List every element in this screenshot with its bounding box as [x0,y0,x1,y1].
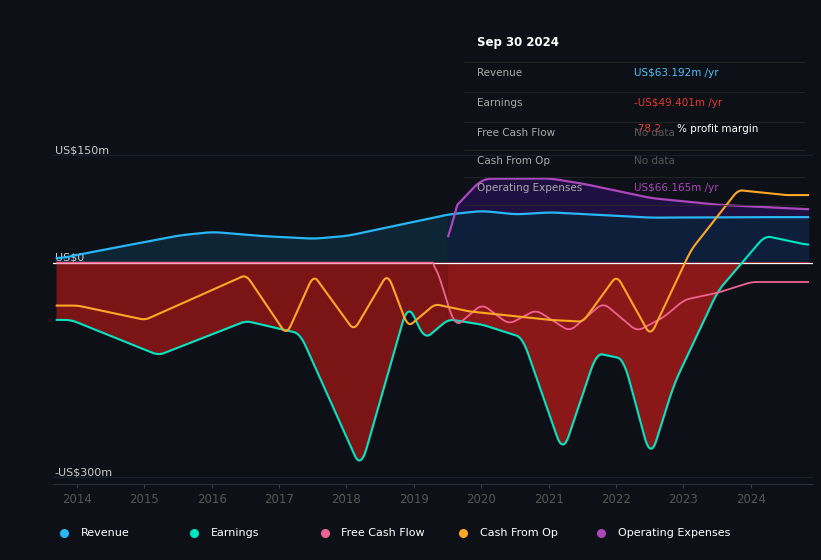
Text: -US$300m: -US$300m [55,467,113,477]
Text: No data: No data [635,156,675,166]
Text: US$150m: US$150m [55,146,109,155]
Text: US$63.192m /yr: US$63.192m /yr [635,68,719,78]
Text: Sep 30 2024: Sep 30 2024 [478,36,559,49]
Text: Cash From Op: Cash From Op [478,156,551,166]
Text: Operating Expenses: Operating Expenses [478,184,583,193]
Text: US$66.165m /yr: US$66.165m /yr [635,184,719,193]
Text: US$0: US$0 [55,253,84,263]
Text: Free Cash Flow: Free Cash Flow [342,529,425,538]
Text: Revenue: Revenue [478,68,523,78]
Text: No data: No data [635,128,675,138]
Text: Earnings: Earnings [211,529,259,538]
Text: Free Cash Flow: Free Cash Flow [478,128,556,138]
Text: Earnings: Earnings [478,98,523,108]
Text: Cash From Op: Cash From Op [479,529,557,538]
Text: Revenue: Revenue [80,529,129,538]
Text: -78.2: -78.2 [635,124,661,134]
Text: Operating Expenses: Operating Expenses [617,529,730,538]
Text: -US$49.401m /yr: -US$49.401m /yr [635,98,722,108]
Text: % profit margin: % profit margin [677,124,758,134]
